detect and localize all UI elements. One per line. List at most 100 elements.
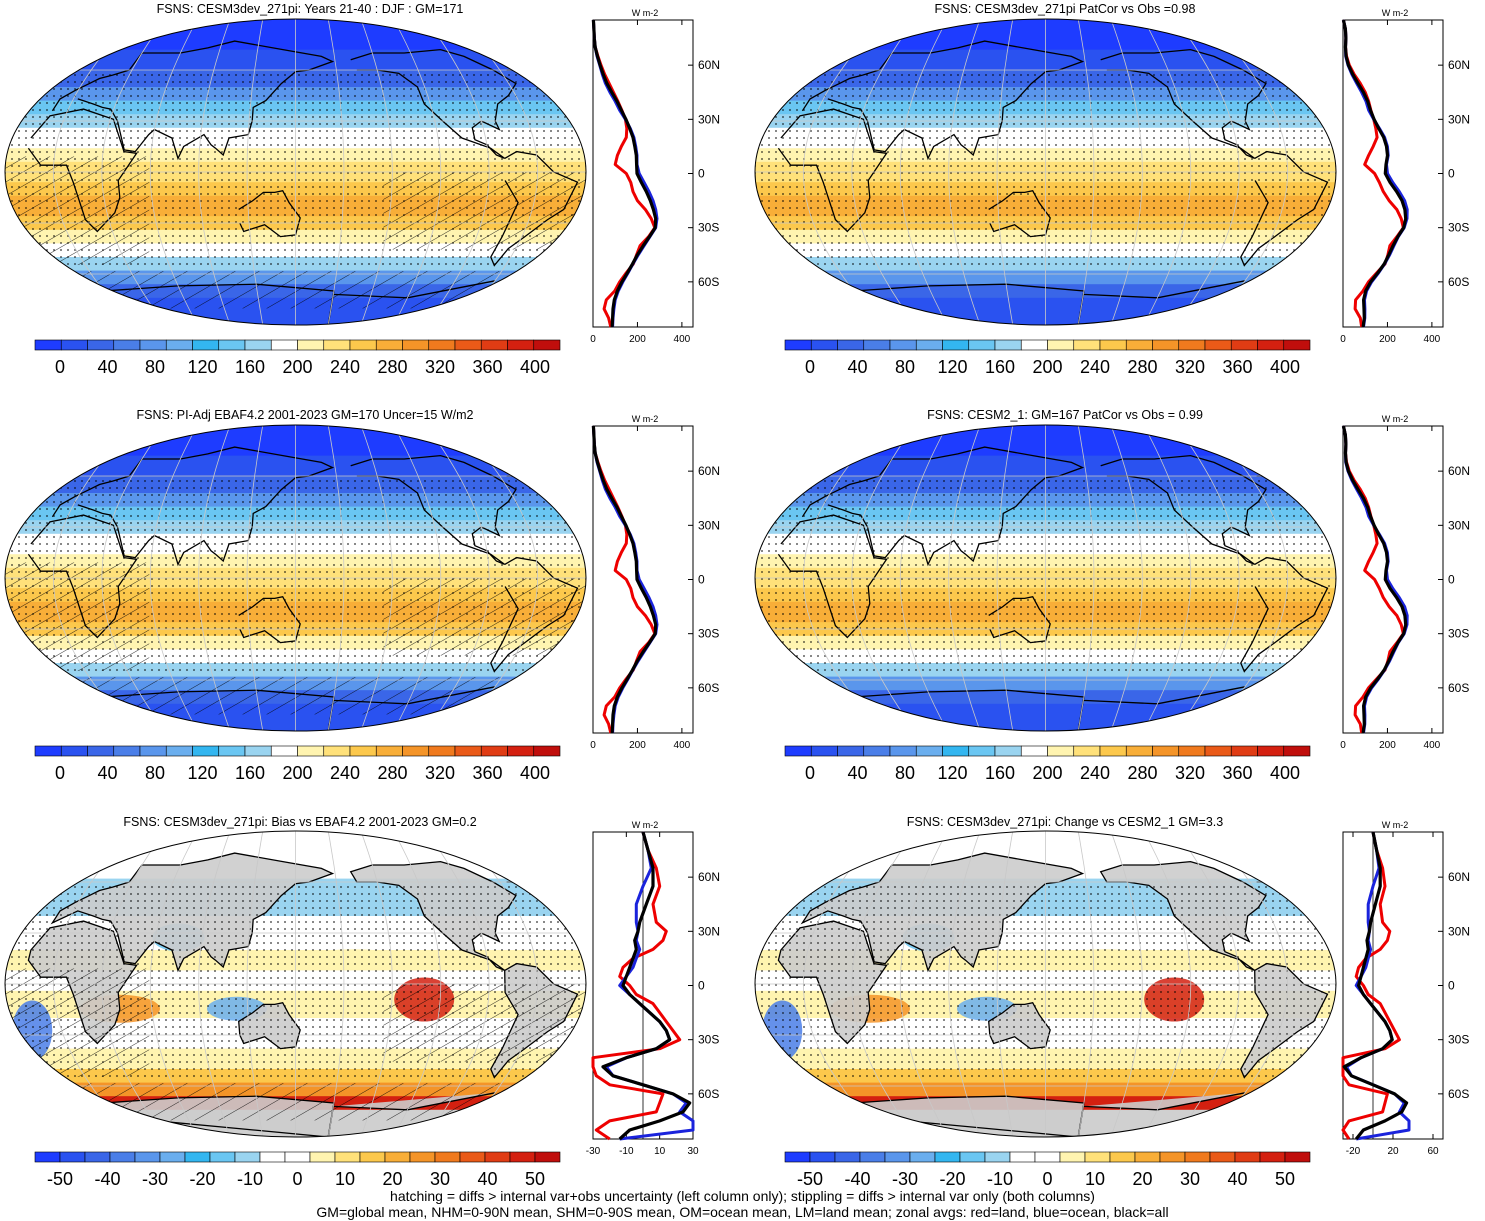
profile-lat-label: 30N	[1448, 112, 1470, 126]
colorbar-tick-label: 0	[292, 1169, 302, 1189]
profile-lat-label: 60S	[698, 681, 719, 695]
map-panel-2	[754, 18, 1337, 326]
profile-lat-label: 0	[1448, 573, 1455, 587]
profile-x-tick-label: 20	[1387, 1146, 1399, 1157]
profile-x-tick-label: 30	[687, 1146, 699, 1157]
colorbar-tick-label: 0	[1042, 1169, 1052, 1189]
zonal-profile-1: W m-2 60N 30N 0 30S 60S 0 200 400	[590, 8, 720, 345]
colorbar-swatch	[334, 1151, 361, 1163]
colorbar-swatch	[915, 745, 943, 757]
colorbar-swatch	[909, 1151, 936, 1163]
colorbar-swatch	[915, 339, 943, 351]
profile-lat-label: 60N	[698, 464, 720, 478]
colorbar-swatch	[244, 339, 272, 351]
profile-lat-label: 60S	[698, 1087, 719, 1101]
colorbar-swatch	[1099, 745, 1127, 757]
colorbar-swatch	[375, 745, 403, 757]
colorbar-tick-label: 0	[55, 763, 65, 783]
colorbar-swatch	[218, 339, 246, 351]
colorbar-tick-label: 50	[525, 1169, 545, 1189]
colorbar-swatch	[209, 1151, 236, 1163]
colorbar-tick-label: 40	[97, 763, 117, 783]
colorbar-swatch	[1134, 1151, 1161, 1163]
colorbar-tick-label: 0	[55, 357, 65, 377]
profile-lat-label: 30N	[1448, 518, 1470, 532]
colorbar-swatch	[34, 1151, 61, 1163]
profile-lat-label: 30N	[698, 518, 720, 532]
profile-lat-label: 0	[1448, 167, 1455, 181]
colorbar-6: -50 -40 -30 -20 -10 0 10 20 30 40 50	[784, 1151, 1311, 1189]
footer-note: hatching = diffs > internal var+obs unce…	[0, 1188, 1485, 1220]
profile-lat-label: 0	[698, 167, 705, 181]
colorbar-swatch	[863, 745, 891, 757]
profile-lat-label: 0	[698, 979, 705, 993]
profile-x-tick-label: -10	[619, 1146, 634, 1157]
profile-lat-label: 60N	[1448, 870, 1470, 884]
profile-x-tick-label: 0	[1340, 334, 1346, 345]
map-panel-4	[754, 424, 1337, 732]
profile-x-tick-label: 0	[590, 740, 596, 751]
colorbar-tick-label: -20	[189, 1169, 215, 1189]
panel-title-2: FSNS: CESM3dev_271pi PatCor vs Obs =0.98	[934, 2, 1196, 16]
colorbar-swatch	[109, 1151, 136, 1163]
profile-line-land	[591, 831, 682, 1141]
colorbar-swatch	[534, 1151, 561, 1163]
colorbar-swatch	[863, 339, 891, 351]
colorbar-swatch	[323, 339, 351, 351]
colorbar-4: 0 40 80 120 160 200 240 280 320 360 400	[784, 745, 1311, 783]
colorbar-tick-label: 400	[520, 763, 550, 783]
colorbar-swatch	[454, 339, 482, 351]
profile-x-tick-label: 400	[674, 334, 691, 345]
profile-lat-label: 30S	[698, 1033, 719, 1047]
colorbar-swatch	[87, 339, 115, 351]
colorbar-tick-label: 160	[985, 357, 1015, 377]
colorbar-swatch	[507, 745, 535, 757]
colorbar-swatch	[1020, 339, 1048, 351]
colorbar-swatch	[244, 745, 272, 757]
colorbar-swatch	[994, 339, 1022, 351]
colorbar-swatch	[959, 1151, 986, 1163]
colorbar-swatch	[60, 339, 88, 351]
profile-line-all	[601, 831, 692, 1141]
footer-line-1: hatching = diffs > internal var+obs unce…	[390, 1188, 1095, 1204]
profile-x-tick-label: 200	[1379, 740, 1396, 751]
colorbar-tick-label: 200	[282, 357, 312, 377]
colorbar-swatch	[1047, 745, 1075, 757]
colorbar-tick-label: 320	[1175, 357, 1205, 377]
colorbar-swatch	[159, 1151, 186, 1163]
colorbar-swatch	[218, 745, 246, 757]
colorbar-swatch	[509, 1151, 536, 1163]
profile-lat-label: 60N	[1448, 58, 1470, 72]
colorbar-swatch	[837, 339, 865, 351]
panel-title-5: FSNS: CESM3dev_271pi: Bias vs EBAF4.2 20…	[123, 815, 477, 829]
profile-lat-label: 30N	[698, 112, 720, 126]
colorbar-swatch	[1047, 339, 1075, 351]
colorbar-tick-label: 120	[187, 357, 217, 377]
colorbar-tick-label: 240	[330, 763, 360, 783]
colorbar-tick-label: 360	[472, 763, 502, 783]
colorbar-tick-label: -50	[797, 1169, 823, 1189]
profile-lat-label: 60S	[1448, 275, 1469, 289]
colorbar-tick-label: 400	[1270, 357, 1300, 377]
map-panel-1	[4, 18, 587, 326]
profile-lat-label: 60N	[698, 870, 720, 884]
colorbar-swatch	[349, 339, 377, 351]
profile-lat-label: 30S	[1448, 627, 1469, 641]
colorbar-tick-label: 40	[97, 357, 117, 377]
colorbar-swatch	[1259, 1151, 1286, 1163]
colorbar-tick-label: 0	[805, 357, 815, 377]
panel-title-1: FSNS: CESM3dev_271pi: Years 21-40 : DJF …	[156, 2, 464, 16]
colorbar-swatch	[1059, 1151, 1086, 1163]
colorbar-swatch	[1109, 1151, 1136, 1163]
colorbar-tick-label: 240	[1080, 763, 1110, 783]
profile-lat-label: 60S	[1448, 681, 1469, 695]
profile-x-tick-label: 400	[1424, 334, 1441, 345]
profile-x-tick-label: 10	[654, 1146, 666, 1157]
colorbar-swatch	[259, 1151, 286, 1163]
profile-line-all	[1341, 425, 1408, 734]
profile-x-tick-label: -20	[1346, 1146, 1361, 1157]
colorbar-swatch	[1257, 339, 1285, 351]
colorbar-swatch	[1020, 745, 1048, 757]
colorbar-swatch	[1099, 339, 1127, 351]
colorbar-swatch	[428, 339, 456, 351]
